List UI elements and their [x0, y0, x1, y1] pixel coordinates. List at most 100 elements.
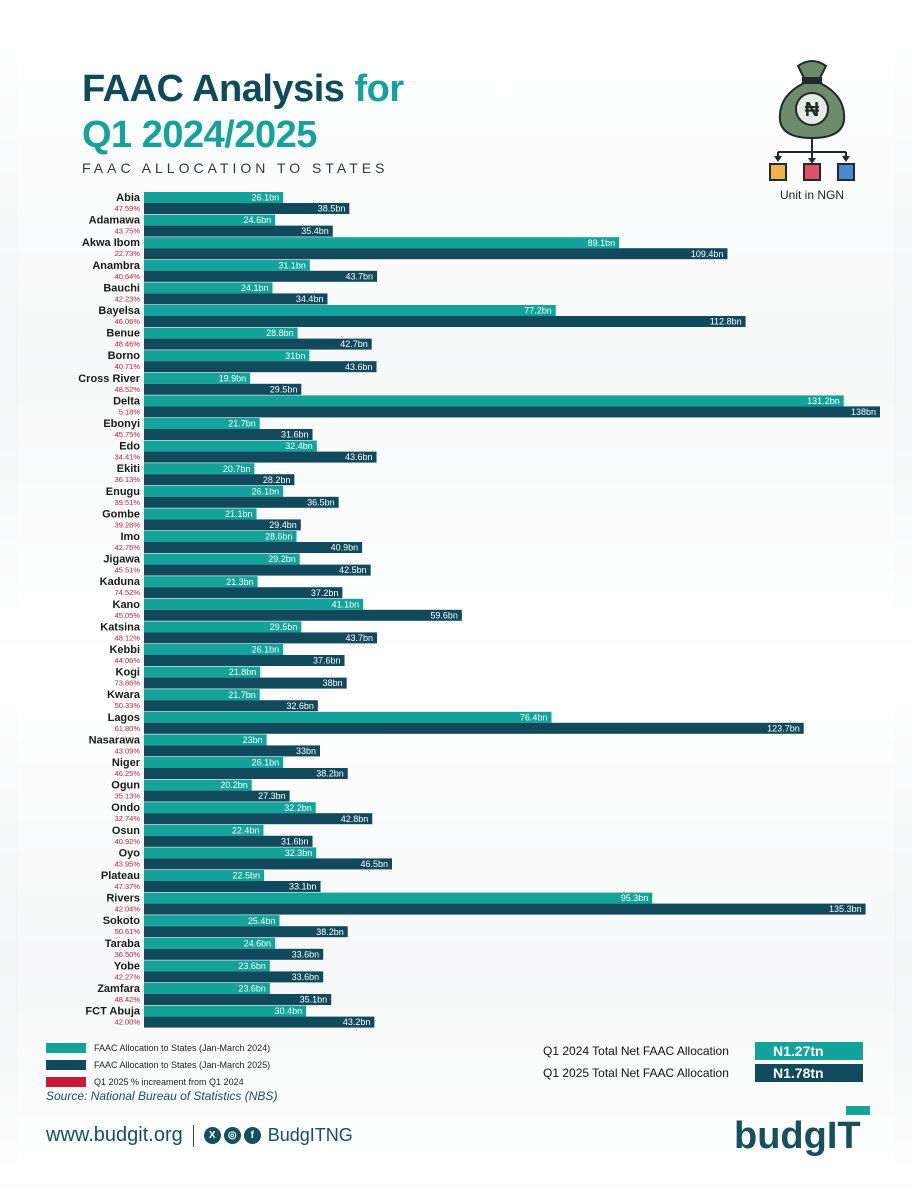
bar-2025	[144, 745, 320, 757]
state-label: Delta	[113, 395, 141, 407]
bar-2024	[144, 892, 653, 904]
increment-label: 42.76%	[115, 543, 141, 552]
bar-label-2025: 28.2bn	[263, 475, 291, 485]
bar-label-2024: 22.4bn	[232, 825, 260, 835]
bar-label-2024: 95.3bn	[621, 893, 649, 903]
legend-swatch-2024	[46, 1042, 86, 1053]
bar-2025	[144, 903, 866, 915]
footer-url-link[interactable]: www.budgit.org	[46, 1124, 183, 1146]
increment-label: 43.09%	[115, 746, 141, 755]
bar-label-2025: 138bn	[851, 407, 876, 417]
bar-2025	[144, 609, 462, 621]
increment-label: 5.18%	[119, 407, 141, 416]
bar-2024	[144, 372, 251, 384]
bar-2024	[144, 327, 298, 339]
bar-2025	[144, 655, 345, 666]
bar-2024	[144, 395, 844, 407]
increment-label: 46.06%	[115, 317, 141, 326]
bar-2024	[144, 485, 284, 497]
increment-label: 47.37%	[115, 882, 141, 891]
bar-2024	[144, 440, 317, 452]
state-label: Katsina	[100, 621, 141, 633]
state-label: Abia	[116, 192, 141, 204]
bar-2025	[144, 632, 378, 644]
title-for: for	[344, 68, 404, 110]
bar-label-2024: 20.2bn	[220, 780, 248, 790]
total-row-2025: Q1 2025 Total Net FAAC Allocation N1.78t…	[543, 1064, 863, 1082]
bar-label-2024: 25.4bn	[248, 916, 276, 926]
bar-label-2024: 23bn	[243, 735, 263, 745]
bar-label-2024: 31bn	[285, 351, 305, 361]
title-main: FAAC Analysis	[82, 68, 345, 110]
bar-label-2024: 131.2bn	[807, 396, 840, 406]
bar-label-2025: 32.6bn	[286, 701, 314, 711]
bar-2025	[144, 722, 804, 734]
bar-2025	[144, 248, 728, 260]
bar-2024	[144, 802, 316, 814]
x-icon[interactable]: X	[203, 1127, 221, 1144]
bar-label-2024: 32.3bn	[285, 848, 313, 858]
money-bag-icon: ₦	[769, 60, 855, 181]
state-label: Bayelsa	[98, 305, 140, 317]
facebook-icon[interactable]: f	[243, 1127, 261, 1144]
increment-label: 45.75%	[115, 430, 141, 439]
increment-label: 42.00%	[115, 1018, 141, 1027]
bar-2025	[144, 813, 373, 825]
bar-label-2025: 135.3bn	[829, 904, 862, 914]
bar-label-2024: 26.1bn	[252, 758, 280, 768]
bar-2024	[144, 734, 267, 746]
bar-label-2024: 21.7bn	[228, 419, 256, 429]
increment-label: 42.23%	[115, 294, 141, 303]
bar-2025	[144, 858, 392, 870]
bar-2024	[144, 418, 260, 429]
state-label: Zamfara	[97, 983, 141, 995]
bar-2025	[144, 361, 377, 373]
bar-label-2025: 38.5bn	[318, 204, 346, 214]
bar-label-2025: 43.2bn	[343, 1017, 371, 1027]
totals-box: Q1 2024 Total Net FAAC Allocation N1.27t…	[543, 1042, 863, 1086]
state-label: Kebbi	[109, 644, 140, 656]
legend: FAAC Allocation to States (Jan-March 202…	[46, 1040, 270, 1091]
bar-2024	[144, 463, 255, 475]
bar-label-2025: 40.9bn	[331, 543, 359, 553]
legend-label-2025: FAAC Allocation to States (Jan-March 202…	[94, 1059, 271, 1070]
bar-2025	[144, 835, 313, 847]
state-label: Oyo	[119, 847, 141, 859]
bar-2025	[144, 293, 328, 305]
bar-2025	[144, 542, 363, 553]
increment-label: 47.59%	[115, 204, 141, 213]
bar-2025	[144, 316, 746, 327]
increment-label: 40.92%	[115, 837, 141, 846]
bar-label-2025: 123.7bn	[767, 723, 800, 733]
bar-2025	[144, 203, 350, 214]
bar-label-2024: 89.1bn	[588, 238, 616, 248]
legend-label-2024: FAAC Allocation to States (Jan-March 202…	[94, 1042, 271, 1053]
increment-label: 35.13%	[115, 792, 141, 801]
bar-label-2024: 28.8bn	[266, 328, 294, 338]
legend-item-increment: Q1 2025 % increament from Q1 2024	[46, 1074, 270, 1089]
bar-2025	[144, 338, 372, 350]
bar-2025	[144, 948, 324, 960]
bar-label-2025: 37.6bn	[313, 656, 341, 666]
state-label: Nasarawa	[89, 734, 141, 746]
unit-label: Unit in NGN	[779, 188, 844, 202]
currency-symbol: ₦	[805, 99, 820, 121]
bar-label-2024: 20.7bn	[223, 464, 251, 474]
bar-2024	[144, 350, 310, 362]
bar-label-2025: 29.4bn	[269, 520, 297, 530]
legend-swatch-increment	[46, 1076, 86, 1087]
bar-label-2025: 31.6bn	[281, 836, 309, 846]
bar-2025	[144, 474, 295, 486]
legend-item-2024: FAAC Allocation to States (Jan-March 202…	[46, 1040, 270, 1055]
bar-label-2024: 23.6bn	[238, 984, 266, 994]
footer-handle: BudgITNG	[267, 1125, 353, 1145]
bar-label-2025: 38.2bn	[316, 769, 344, 779]
bar-label-2025: 33bn	[296, 746, 316, 756]
state-label: Imo	[120, 531, 140, 543]
instagram-icon[interactable]: ◎	[223, 1127, 241, 1144]
state-label: Kaduna	[100, 576, 141, 588]
logo-wordmark: budgIT	[734, 1115, 861, 1157]
bar-2024	[144, 531, 297, 542]
increment-label: 39.28%	[115, 520, 141, 529]
bar-2024	[144, 870, 264, 881]
